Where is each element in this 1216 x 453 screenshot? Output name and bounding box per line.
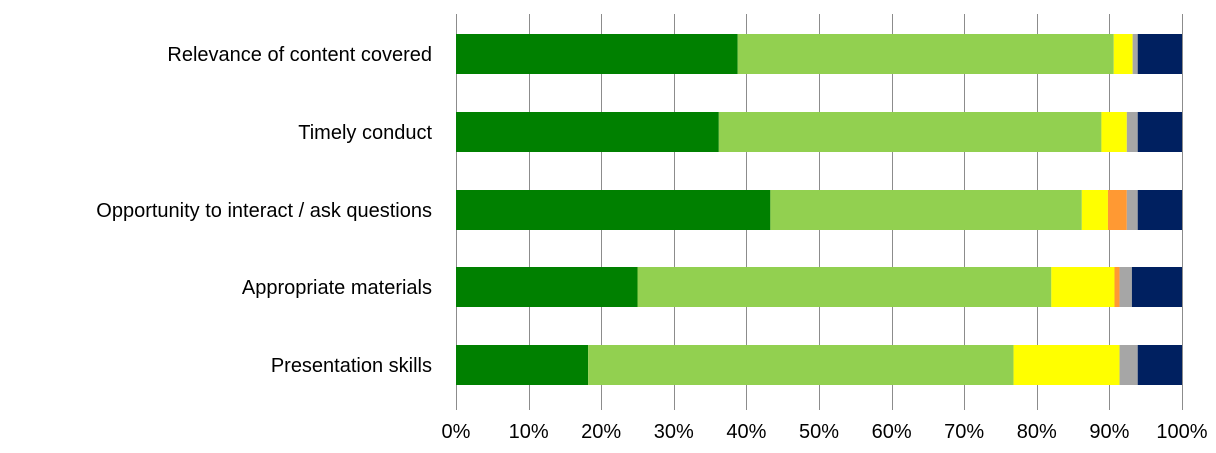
bar-segment xyxy=(718,112,1102,152)
bar-segment xyxy=(1131,267,1182,307)
x-tick-label: 80% xyxy=(1017,421,1057,443)
x-tick-label: 0% xyxy=(442,421,471,443)
category-label: Presentation skills xyxy=(271,355,432,377)
bar-segment xyxy=(1119,267,1132,307)
x-tick-label: 100% xyxy=(1156,421,1207,443)
bar-segment xyxy=(1126,190,1138,230)
category-labels: Relevance of content covered Timely condu… xyxy=(96,44,432,377)
bar-segment xyxy=(588,345,1014,385)
category-label: Appropriate materials xyxy=(242,277,432,299)
bar-group xyxy=(456,34,1182,385)
bar-segment xyxy=(770,190,1082,230)
bar-segment xyxy=(1137,34,1182,74)
x-tick-label: 40% xyxy=(726,421,766,443)
x-tick-label: 30% xyxy=(654,421,694,443)
bar-segment xyxy=(637,267,1052,307)
bar-segment xyxy=(1081,190,1108,230)
bar-segment xyxy=(1137,112,1182,152)
bar-segment xyxy=(456,345,589,385)
x-tick-label: 50% xyxy=(799,421,839,443)
bar-segment xyxy=(456,34,738,74)
category-label: Timely conduct xyxy=(298,122,432,144)
x-tick-label: 90% xyxy=(1089,421,1129,443)
bar-segment xyxy=(1132,34,1138,74)
bar-segment xyxy=(1013,345,1120,385)
category-label: Relevance of content covered xyxy=(167,44,432,66)
x-tick-label: 60% xyxy=(872,421,912,443)
bar-segment xyxy=(1051,267,1115,307)
bar-segment xyxy=(1113,34,1133,74)
bar-segment xyxy=(1114,267,1120,307)
bar-segment xyxy=(1137,345,1182,385)
bar-segment xyxy=(1101,112,1127,152)
x-tick-labels: 0% 10% 20% 30% 40% 50% 60% 70% 80% 90% 100% xyxy=(442,421,1208,443)
bar-segment xyxy=(456,190,771,230)
x-tick-label: 70% xyxy=(944,421,984,443)
x-tick-label: 20% xyxy=(581,421,621,443)
bar-segment xyxy=(456,112,719,152)
bar-segment xyxy=(1119,345,1138,385)
bar-segment xyxy=(456,267,638,307)
bar-segment xyxy=(1126,112,1138,152)
bar-segment xyxy=(1137,190,1182,230)
category-label: Opportunity to interact / ask questions xyxy=(96,200,432,222)
x-tick-label: 10% xyxy=(509,421,549,443)
bar-segment xyxy=(737,34,1114,74)
bar-segment xyxy=(1107,190,1127,230)
